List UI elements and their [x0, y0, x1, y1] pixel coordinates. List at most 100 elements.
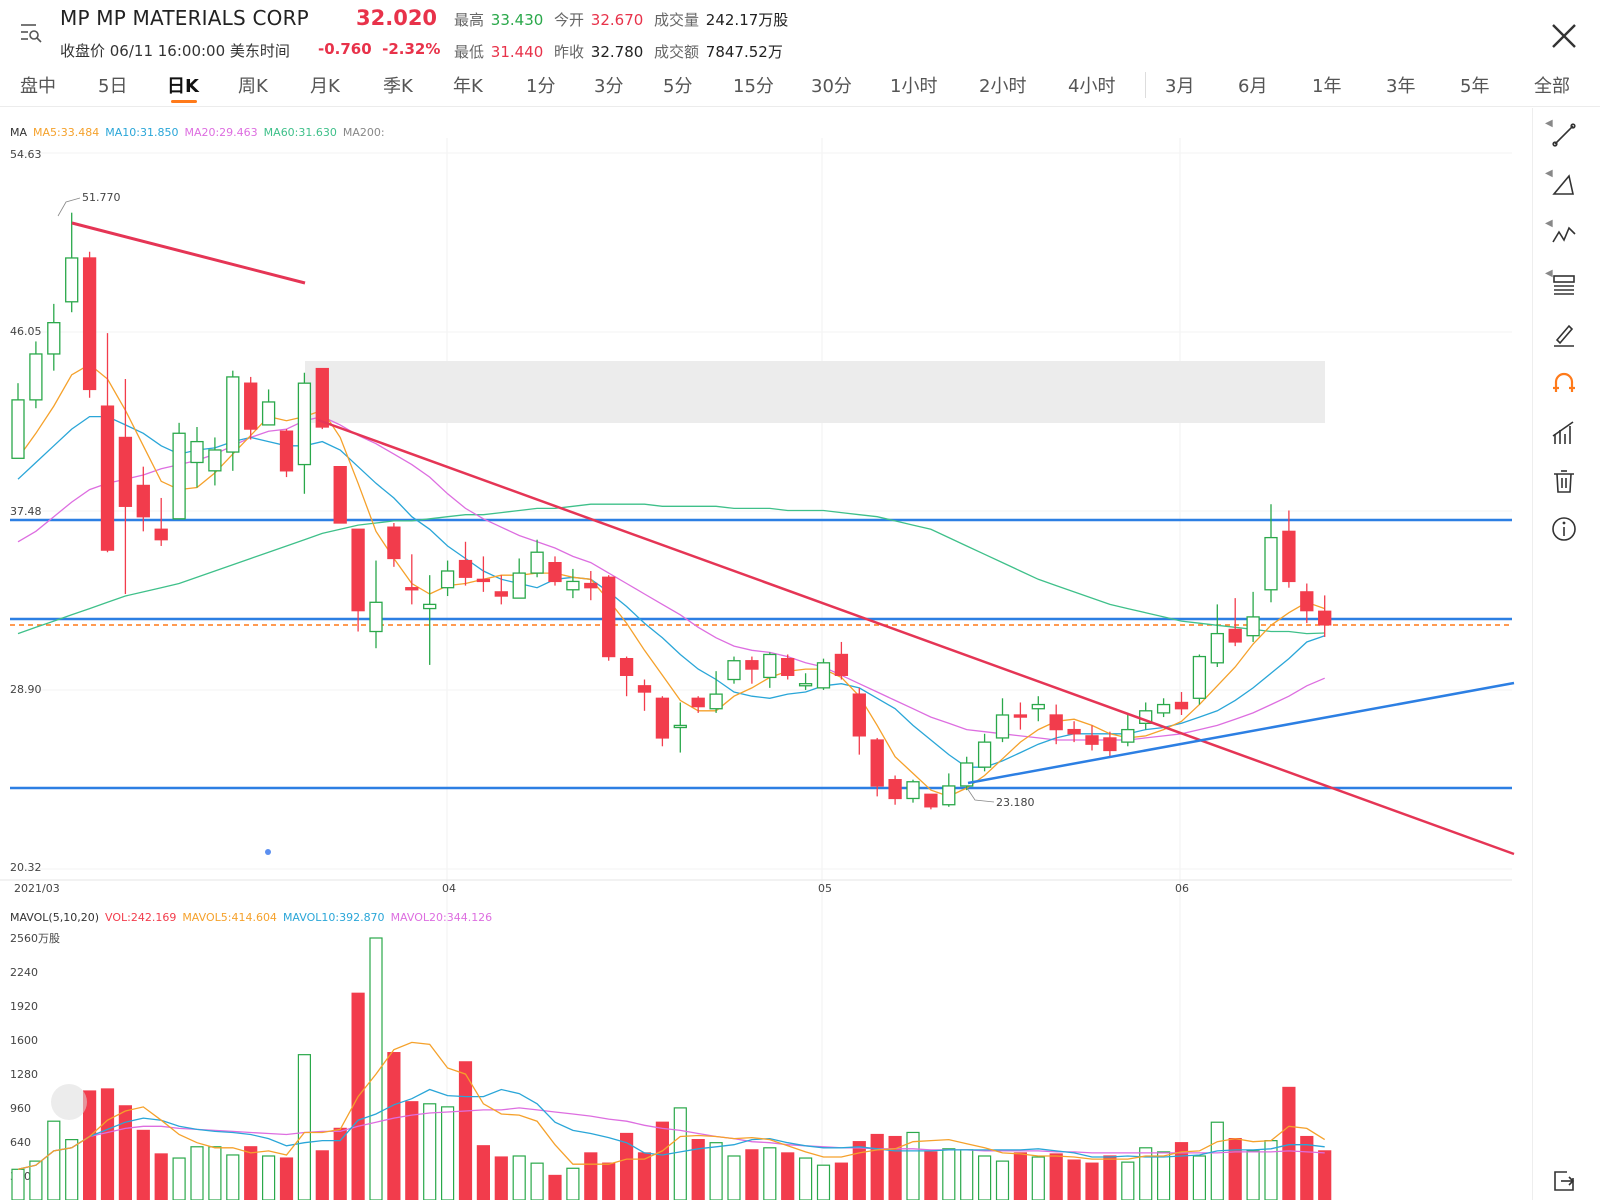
volume-bar [1246, 1150, 1260, 1200]
volume-bar [637, 1152, 652, 1200]
tab-2[interactable]: 日K [167, 76, 199, 97]
candle-body [1049, 714, 1063, 731]
candle-body [1031, 703, 1045, 710]
tab-16[interactable]: 6月 [1238, 76, 1268, 97]
period-tabs: 盘中 5日 日K 周K 月K 季K 年K 1分 3分 5分 15分 30分 1小时 2小时 4小时 3月 6月 1… [0, 66, 1600, 107]
volume-bar [441, 1106, 455, 1200]
tab-17[interactable]: 1年 [1312, 76, 1342, 97]
tab-14[interactable]: 4小时 [1068, 76, 1116, 97]
price-tick-1: 46.05 [10, 325, 42, 338]
high-annotation-leader [57, 197, 81, 217]
wave-tool-icon[interactable]: ◀ [1545, 218, 1581, 252]
tab-3[interactable]: 周K [238, 76, 268, 97]
volume-bar [494, 1156, 508, 1200]
candle-body [709, 693, 723, 710]
candle-body [1013, 714, 1028, 718]
volume-bar [476, 1145, 490, 1200]
candle-body [619, 657, 634, 676]
tab-9[interactable]: 5分 [663, 76, 693, 97]
volume-bar [834, 1162, 849, 1200]
close-icon[interactable] [1548, 20, 1580, 52]
trash-icon[interactable] [1547, 464, 1581, 498]
volume-tick-1: 2240 [10, 966, 38, 979]
candle-body [100, 405, 115, 551]
measure-tool-icon[interactable] [1547, 416, 1581, 450]
info-icon[interactable] [1547, 512, 1581, 546]
volume-bar [226, 1154, 240, 1200]
volume-bar [691, 1139, 705, 1200]
tab-5[interactable]: 季K [383, 76, 413, 97]
volume-bar [995, 1160, 1010, 1200]
tab-11[interactable]: 30分 [811, 76, 852, 97]
export-icon[interactable] [1547, 1164, 1581, 1198]
candle-body [226, 376, 240, 453]
candle-body [816, 662, 831, 689]
tab-13[interactable]: 2小时 [979, 76, 1027, 97]
high-stat: 最高 33.430 [454, 11, 544, 29]
fib-tool-icon[interactable]: ◀ [1545, 268, 1581, 302]
tab-4[interactable]: 月K [310, 76, 340, 97]
tab-7[interactable]: 1分 [526, 76, 556, 97]
brush-tool-icon[interactable] [1547, 318, 1581, 352]
tab-0[interactable]: 盘中 [20, 76, 56, 97]
volume-stat: 成交量 242.17万股 [654, 11, 789, 29]
candle-body [208, 449, 222, 472]
volume-bar [172, 1157, 186, 1200]
candle-body [1282, 530, 1296, 583]
candle-body [1192, 655, 1207, 699]
candle-body [423, 603, 437, 610]
kline-chart[interactable]: 54.63 46.05 37.48 28.90 20.32 2021/03 04 05 06 25… [0, 108, 1530, 1200]
candle-body [1264, 536, 1278, 591]
volume-bar [208, 1146, 222, 1200]
volume-bar [798, 1157, 813, 1200]
tab-6[interactable]: 年K [453, 76, 483, 97]
volume-bar [65, 1139, 79, 1200]
candle-body [995, 714, 1010, 739]
volume-bar [619, 1132, 634, 1200]
volume-bar [781, 1152, 795, 1200]
tab-10[interactable]: 15分 [733, 76, 774, 97]
date-tick-0: 2021/03 [14, 882, 60, 895]
volume-bar [1282, 1086, 1296, 1200]
menu-list-icon[interactable] [18, 20, 44, 46]
volume-bar [315, 1150, 329, 1200]
trendline-up [967, 681, 1515, 785]
candle-body [154, 528, 168, 541]
ma-legend: MA MA5:33.484 MA10:31.850 MA20:29.463 MA60:3… [10, 126, 385, 139]
candle-body [602, 576, 616, 658]
volume-bar [190, 1146, 204, 1200]
volume-bar [602, 1162, 616, 1200]
tab-1[interactable]: 5日 [98, 76, 128, 97]
volume-bar [82, 1090, 97, 1200]
candle-body [906, 781, 920, 800]
close-status: 收盘价 06/11 16:00:00 美东时间 [60, 42, 290, 60]
volume-bar [100, 1088, 115, 1200]
volume-bar [548, 1174, 562, 1200]
tab-12[interactable]: 1小时 [890, 76, 938, 97]
mavol5-line [17, 1041, 1326, 1170]
candle-body [781, 657, 795, 676]
volume-tick-4: 1280 [10, 1068, 38, 1081]
date-tick-2: 05 [818, 882, 832, 895]
volume-legend: MAVOL(5,10,20) VOL:242.169 MAVOL5:414.604 M… [10, 911, 493, 924]
tab-20[interactable]: 全部 [1534, 76, 1570, 97]
shaded-zone [305, 361, 1325, 423]
tab-divider [1145, 72, 1146, 98]
tab-15[interactable]: 3月 [1165, 76, 1195, 97]
tab-18[interactable]: 3年 [1386, 76, 1416, 97]
magnet-icon[interactable] [1547, 366, 1581, 400]
candle-body [834, 653, 849, 676]
line-tool-icon[interactable]: ◀ [1545, 118, 1581, 152]
tab-8[interactable]: 3分 [594, 76, 624, 97]
volume-bar [655, 1121, 670, 1200]
volume-bar [1174, 1142, 1189, 1200]
volume-bar [852, 1141, 866, 1200]
turnover-stat: 成交额 7847.52万 [654, 43, 783, 61]
volume-tick-3: 1600 [10, 1034, 38, 1047]
current-price: 32.020 [356, 6, 438, 30]
triangle-tool-icon[interactable]: ◀ [1545, 168, 1581, 202]
volume-bar [423, 1103, 437, 1200]
tab-19[interactable]: 5年 [1460, 76, 1490, 97]
volume-bar [566, 1167, 580, 1200]
candle-body [387, 526, 401, 560]
